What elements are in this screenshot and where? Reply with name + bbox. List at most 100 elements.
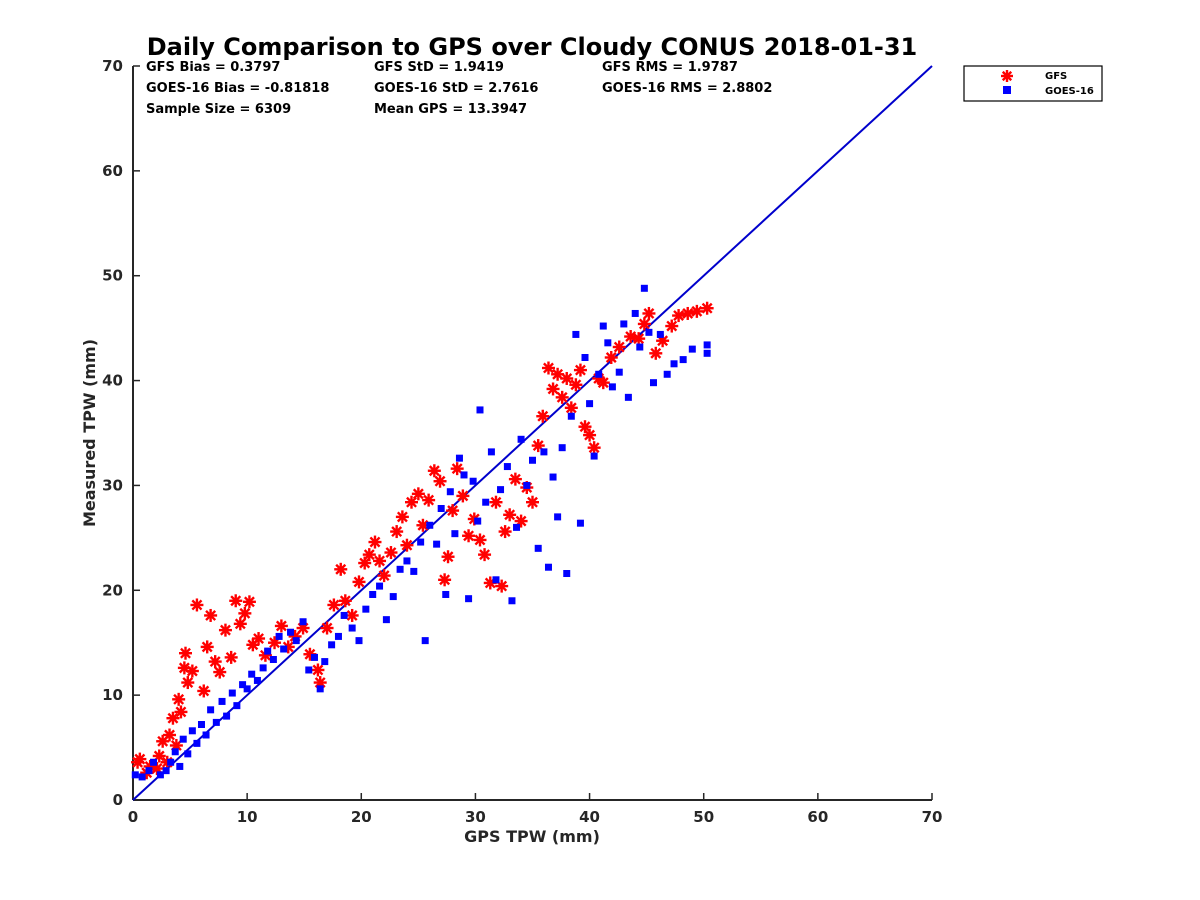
gfs-point [508, 472, 522, 486]
goes16-point [156, 771, 164, 779]
goes16-point [348, 624, 356, 632]
goes16-point [517, 435, 525, 443]
gfs-point [133, 752, 147, 766]
goes16-point [207, 706, 215, 714]
gfs-point [390, 525, 404, 539]
x-tick-label: 70 [922, 808, 943, 826]
goes16-point [193, 739, 201, 747]
gfs-point [526, 495, 539, 509]
gfs-point [438, 573, 452, 587]
goes16-point [426, 521, 434, 529]
goes16-point [171, 748, 179, 756]
goes16-point [316, 685, 324, 693]
legend: GFS GOES-16 [963, 65, 1103, 102]
goes16-point [145, 767, 153, 775]
goes16-point [703, 349, 711, 357]
goes16-point [396, 565, 404, 573]
goes16-point [576, 519, 584, 527]
goes16-point [305, 666, 313, 674]
goes16-point [446, 488, 454, 496]
x-tick-label: 0 [128, 808, 138, 826]
gfs-point [400, 538, 414, 552]
gfs-point [204, 608, 218, 622]
goes16-point [640, 284, 648, 292]
goes16-point [581, 354, 589, 362]
gfs-point [213, 665, 227, 679]
gfs-point [179, 646, 193, 660]
goes16-point [656, 330, 664, 338]
x-tick-label: 30 [465, 808, 486, 826]
goes16-point [455, 454, 463, 462]
gfs-point [546, 382, 560, 396]
gfs-point [208, 655, 222, 669]
legend-gfs-asterisk [1001, 70, 1013, 82]
goes16-point [474, 517, 482, 525]
y-tick-label: 0 [113, 791, 123, 809]
gfs-point [197, 684, 211, 698]
gfs-point [690, 304, 704, 318]
gfs-point [473, 533, 487, 547]
goes16-point [243, 685, 251, 693]
y-tick-label: 50 [102, 267, 123, 285]
gfs-point [166, 711, 180, 725]
legend-box [963, 65, 1103, 102]
gfs-point [632, 332, 646, 346]
stat-text: Mean GPS = 13.3947 [374, 102, 527, 117]
x-tick-label: 50 [693, 808, 714, 826]
goes16-point [188, 727, 196, 735]
gfs-point [700, 301, 714, 315]
stats-block: GFS Bias = 0.3797 GFS StD = 1.9419 GFS RMS… [146, 60, 772, 117]
gfs-point [446, 504, 460, 518]
gfs-point [498, 525, 512, 539]
gfs-point [190, 598, 204, 612]
goes16-point [460, 471, 468, 479]
goes16-point [334, 632, 342, 640]
gfs-point [489, 495, 503, 509]
legend-goes16-marker [1003, 86, 1011, 94]
goes16-point [529, 456, 536, 464]
gfs-point [578, 420, 592, 434]
gfs-point [637, 317, 651, 331]
gfs-point [242, 595, 256, 609]
goes16-point [540, 448, 548, 456]
goes16-point [442, 590, 450, 598]
gfs-point [200, 640, 214, 654]
goes16-point [138, 773, 146, 781]
stat-text: Sample Size = 6309 [146, 102, 291, 117]
goes16-point [269, 655, 277, 663]
gfs-point [441, 550, 455, 564]
gfs-point [274, 619, 288, 633]
goes16-point [389, 593, 397, 601]
gfs-point [433, 474, 447, 488]
gfs-point [514, 514, 528, 528]
goes16-point [508, 597, 516, 605]
goes16-point [131, 771, 139, 779]
goes16-point [239, 681, 247, 689]
goes16-point [202, 731, 210, 739]
goes16-point [410, 567, 418, 575]
goes16-point [563, 570, 571, 578]
gfs-point [311, 663, 325, 677]
gfs-point [612, 340, 626, 354]
gfs-point [362, 548, 376, 562]
gfs-point [185, 664, 199, 678]
goes16-point [663, 370, 671, 378]
goes16-point [572, 330, 580, 338]
gfs-point [416, 518, 430, 532]
gfs-point [536, 409, 550, 423]
goes16-point [513, 523, 521, 531]
goes16-point [604, 339, 612, 347]
gfs-point [422, 493, 436, 507]
x-tick-label: 10 [237, 808, 258, 826]
goes16-point [376, 582, 384, 590]
gfs-point [642, 306, 656, 320]
goes16-point [590, 452, 598, 460]
gfs-point [411, 487, 425, 501]
goes16-point [649, 379, 657, 387]
legend-gfs-label: GFS [1045, 71, 1067, 82]
gfs-point [587, 441, 601, 455]
gfs-point [218, 623, 232, 637]
gfs-point [368, 535, 382, 549]
